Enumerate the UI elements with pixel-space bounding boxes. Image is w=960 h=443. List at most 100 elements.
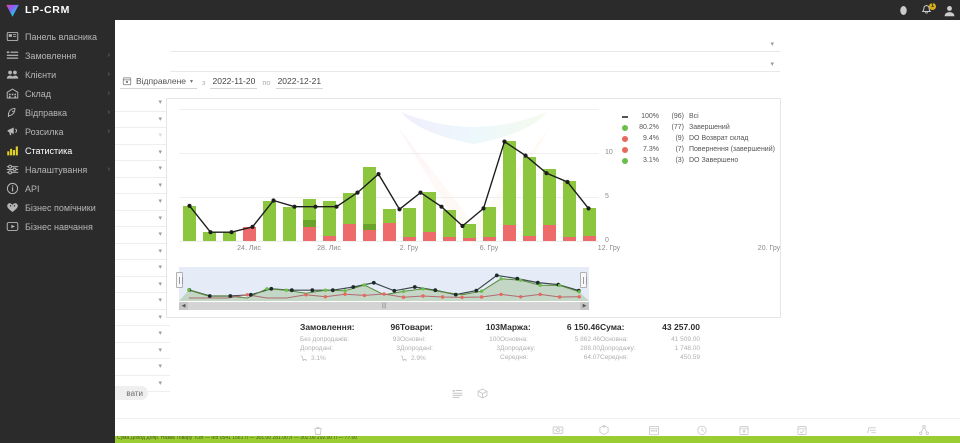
sidebar-item-label: Відправка xyxy=(25,107,68,118)
sidebar-item-5[interactable]: Розсилка › xyxy=(0,122,115,141)
chart-bar[interactable] xyxy=(562,181,576,241)
clock-icon[interactable] xyxy=(696,423,708,435)
list-view-icon[interactable] xyxy=(452,388,463,399)
sidebar-item-3[interactable]: Склад › xyxy=(0,84,115,103)
ghost-select-7[interactable]: ▾ xyxy=(115,211,170,227)
brand-logo-area[interactable]: LP-CRM xyxy=(0,0,115,20)
sidebar-item-2[interactable]: Клієнти › xyxy=(0,65,115,84)
sidebar-item-7[interactable]: Налаштування › xyxy=(0,160,115,179)
ghost-select-5[interactable]: ▾ xyxy=(115,178,170,194)
ghost-select-2[interactable]: ▾ xyxy=(115,128,170,145)
sort-icon[interactable] xyxy=(866,423,878,435)
chart-bar[interactable] xyxy=(462,224,476,241)
share-node-icon[interactable] xyxy=(918,423,930,435)
date-to-input[interactable]: 2022-12-21 xyxy=(275,76,324,89)
legend-percent: 7.3% xyxy=(643,146,659,153)
stat-row-value: 3 xyxy=(396,345,400,352)
sidebar-item-8[interactable]: API xyxy=(0,179,115,198)
sidebar-item-0[interactable]: Панель власника xyxy=(0,27,115,46)
chart-bar[interactable] xyxy=(542,168,556,241)
package-box-icon[interactable] xyxy=(477,388,488,399)
chart-bar[interactable] xyxy=(282,206,296,241)
sidebar-item-label: Замовлення xyxy=(25,50,77,61)
ghost-select-row-2[interactable]: ▾ xyxy=(170,56,780,72)
chart-bar[interactable] xyxy=(242,226,256,241)
legend-item[interactable]: 80.2% (77) Завершений xyxy=(622,122,775,133)
calendar-icon[interactable] xyxy=(648,423,660,436)
stat-row: Допродані: 3 xyxy=(300,344,400,353)
legend-item[interactable]: 7.3% (7) Повернення (завершений) xyxy=(622,144,775,155)
package-icon[interactable] xyxy=(598,423,610,436)
status-filter-label: Відправлене xyxy=(136,76,187,86)
legend-percent: 9.4% xyxy=(643,135,659,142)
clients-people-icon xyxy=(6,68,19,81)
sidebar-item-9[interactable]: Бізнес помічники xyxy=(0,198,115,217)
stat-row-label: Основна: xyxy=(600,336,628,343)
chart-bar[interactable] xyxy=(402,208,416,241)
bar-segment-do-done xyxy=(362,224,376,230)
navigator-handle-right[interactable] xyxy=(580,272,587,288)
help-icon[interactable] xyxy=(897,4,910,17)
notification-bell-icon[interactable]: 1 xyxy=(920,2,936,17)
bottom-toolbar xyxy=(0,418,960,438)
legend-count: (77) xyxy=(671,124,684,131)
scrollbar-grip[interactable]: ||| xyxy=(381,303,387,309)
chart-bar[interactable] xyxy=(422,191,436,241)
chart-bar[interactable] xyxy=(582,208,596,241)
money-card-icon[interactable] xyxy=(552,423,564,435)
legend-item[interactable]: 9.4% (9) DO Возврат склад xyxy=(622,133,775,144)
ghost-select-4[interactable]: ▾ xyxy=(115,161,170,178)
chart-footer-icons xyxy=(452,388,488,399)
navigator-scrollbar[interactable]: ◀ ▶ ||| xyxy=(179,302,589,310)
bar-segment-returns xyxy=(302,226,316,241)
legend-item[interactable]: 3.1% (3) DO Завершено xyxy=(622,155,775,166)
ghost-select-15[interactable]: ▾ xyxy=(115,343,170,359)
sidebar-item-10[interactable]: Бізнес навчання xyxy=(0,217,115,236)
chart-bar[interactable] xyxy=(502,140,516,241)
ghost-select-0[interactable]: ▾ xyxy=(115,95,170,112)
user-avatar-icon[interactable] xyxy=(943,4,956,17)
ghost-select-8[interactable]: ▾ xyxy=(115,227,170,244)
ghost-select-14[interactable]: ▾ xyxy=(115,326,170,343)
chart-gridline xyxy=(179,153,599,154)
stat-row-label: Основна: xyxy=(500,336,528,343)
ghost-select-9[interactable]: ▾ xyxy=(115,244,170,260)
chart-range-navigator[interactable]: ◀ ▶ ||| xyxy=(174,267,594,311)
chart-bar[interactable] xyxy=(202,232,216,241)
ghost-select-16[interactable]: ▾ xyxy=(115,359,170,376)
date-from-input[interactable]: 2022-11-20 xyxy=(210,76,258,89)
chart-bar[interactable] xyxy=(182,205,196,241)
ghost-select-11[interactable]: ▾ xyxy=(115,277,170,293)
navigator-handle-left[interactable] xyxy=(176,272,183,288)
ghost-select-10[interactable]: ▾ xyxy=(115,260,170,277)
scroll-left-arrow[interactable]: ◀ xyxy=(179,302,188,310)
sidebar-item-1[interactable]: Замовлення › xyxy=(0,46,115,65)
calendar-check-icon[interactable] xyxy=(796,423,808,435)
stat-title: Товари: xyxy=(400,322,433,332)
calendar-alt-icon[interactable] xyxy=(738,423,750,435)
ghost-select-6[interactable]: ▾ xyxy=(115,194,170,211)
ghost-select-3[interactable]: ▾ xyxy=(115,145,170,161)
cart-icon xyxy=(301,355,307,362)
x-axis-tick: 12. Гру xyxy=(597,245,621,252)
status-filter-select[interactable]: Відправлене ▾ xyxy=(120,76,198,89)
chart-bar[interactable] xyxy=(222,232,236,241)
ghost-select-1[interactable]: ▾ xyxy=(115,112,170,128)
stat-card: Товари: 103 Основні: 100 Допродані: 3 2.9% xyxy=(400,322,500,362)
sidebar-item-4[interactable]: Відправка › xyxy=(0,103,115,122)
ghost-select-13[interactable]: ▾ xyxy=(115,310,170,326)
ghost-select-row-1[interactable]: ▾ xyxy=(170,36,780,52)
legend-item[interactable]: 100% (96) Всі xyxy=(622,111,775,122)
summary-stats: Замовлення: 96 Без допродажів: 93 Допродані:… xyxy=(300,322,700,362)
chart-bar[interactable] xyxy=(322,201,336,241)
scroll-right-arrow[interactable]: ▶ xyxy=(580,302,589,310)
bag-icon[interactable] xyxy=(312,423,324,435)
ghost-select-12[interactable]: ▾ xyxy=(115,293,170,310)
chart-bar[interactable] xyxy=(362,167,376,241)
chart-bar[interactable] xyxy=(522,157,536,241)
stat-row: Середня: 64.07 xyxy=(500,353,600,362)
sidebar-item-6[interactable]: Статистика xyxy=(0,141,115,160)
chart-bar[interactable] xyxy=(302,198,316,241)
chart-bar[interactable] xyxy=(382,209,396,241)
chart-bar[interactable] xyxy=(482,206,496,241)
